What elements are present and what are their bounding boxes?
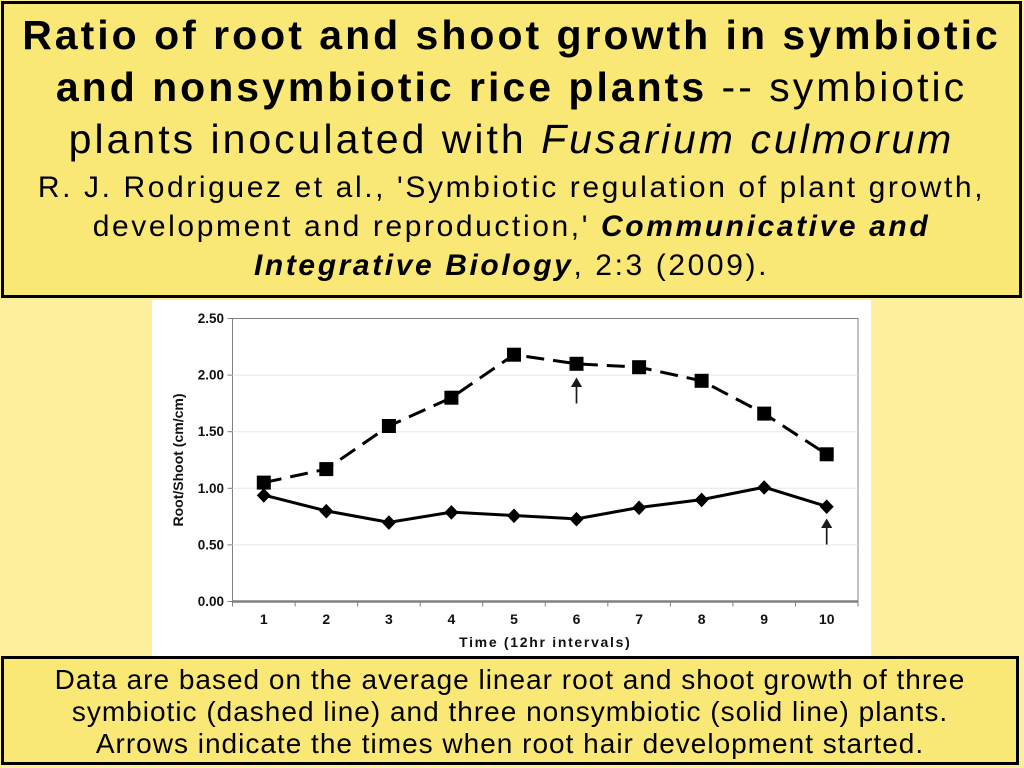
svg-text:2.50: 2.50 xyxy=(198,311,224,326)
svg-text:10: 10 xyxy=(819,611,835,627)
svg-text:3: 3 xyxy=(385,611,393,627)
svg-text:1.50: 1.50 xyxy=(198,424,224,439)
svg-text:5: 5 xyxy=(510,611,518,627)
svg-text:2: 2 xyxy=(322,611,330,627)
svg-text:0.00: 0.00 xyxy=(198,594,224,609)
svg-text:4: 4 xyxy=(448,611,456,627)
svg-text:9: 9 xyxy=(760,611,768,627)
svg-text:Root/Shoot (cm/cm): Root/Shoot (cm/cm) xyxy=(170,394,186,527)
svg-text:1: 1 xyxy=(260,611,268,627)
svg-text:Time (12hr intervals): Time (12hr intervals) xyxy=(459,634,631,650)
svg-text:7: 7 xyxy=(635,611,643,627)
svg-text:1.00: 1.00 xyxy=(198,481,224,496)
svg-text:6: 6 xyxy=(573,611,581,627)
svg-text:2.00: 2.00 xyxy=(198,368,224,383)
svg-text:8: 8 xyxy=(698,611,706,627)
svg-text:0.50: 0.50 xyxy=(198,537,224,552)
